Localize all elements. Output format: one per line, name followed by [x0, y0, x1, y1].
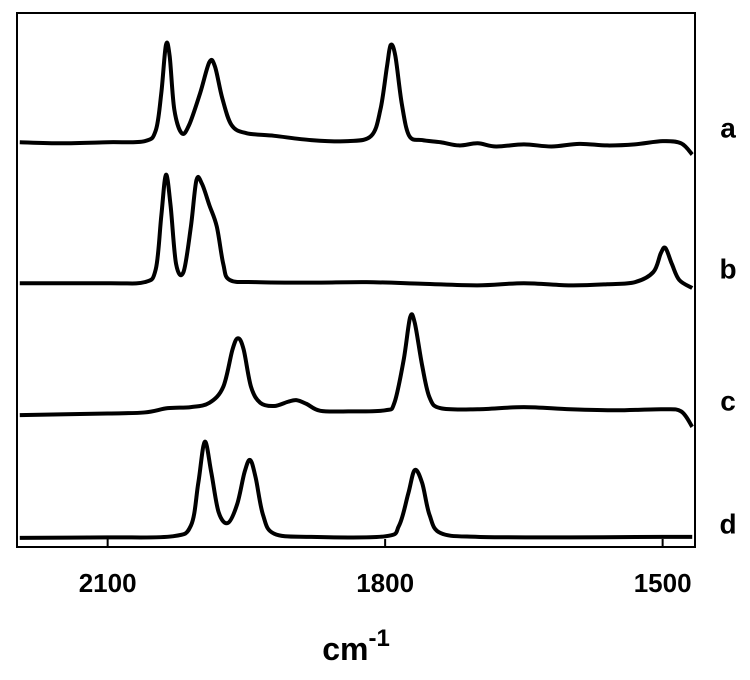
legend-label: c [720, 385, 736, 416]
x-axis-label: cm-1 [322, 625, 390, 667]
x-axis-label-base: cm [322, 631, 368, 667]
x-tick-label: 2100 [79, 568, 137, 598]
spectrum-line [19, 439, 693, 540]
spectrum-line [19, 312, 694, 429]
x-tick-label: 1800 [356, 568, 414, 598]
legend-label: b [719, 254, 736, 285]
x-axis-label-superscript: -1 [368, 625, 389, 652]
plot-frame [16, 12, 696, 548]
x-tick-label: 1500 [634, 568, 692, 598]
legend-label: a [720, 113, 736, 144]
legend-label: d [719, 508, 736, 539]
spectrum-line [19, 172, 694, 290]
spectrum-line [19, 40, 694, 156]
